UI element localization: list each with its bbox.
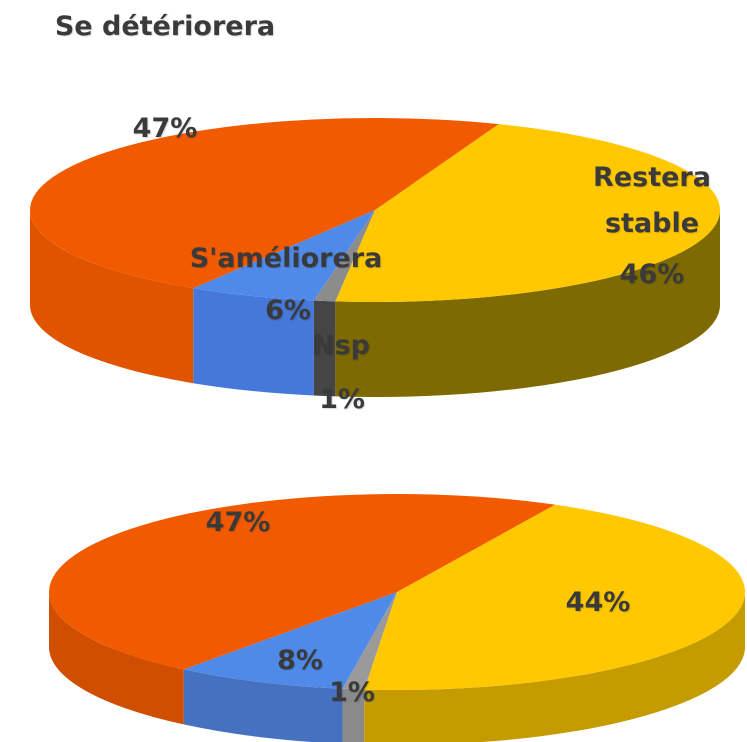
value-label: 44%	[565, 587, 631, 618]
slice-side	[49, 592, 184, 725]
value-label: 46%	[619, 259, 685, 290]
value-label: 1%	[319, 384, 365, 415]
value-label: 6%	[265, 295, 311, 326]
slice-side	[183, 669, 343, 742]
slice-side	[30, 210, 194, 384]
value-label: 8%	[277, 645, 323, 676]
slice-side	[364, 592, 745, 742]
slice	[193, 210, 375, 301]
slice-side	[313, 300, 336, 397]
slice	[183, 592, 397, 689]
value-label: 47%	[132, 113, 198, 144]
slice-label: Se détériorera	[54, 11, 276, 42]
slice-label: S'améliorera	[189, 243, 383, 274]
slice-side	[335, 210, 720, 397]
slice-side	[342, 688, 365, 742]
slice-side	[193, 288, 314, 396]
slice-label: Nsp	[312, 330, 370, 361]
value-label: 47%	[205, 507, 271, 538]
value-label: 1%	[329, 677, 375, 708]
slice	[49, 494, 555, 670]
slice	[335, 124, 720, 302]
slice	[364, 504, 745, 690]
slice	[313, 210, 375, 302]
slice	[30, 117, 499, 289]
slice	[342, 592, 397, 690]
slice-label: Restera stable	[593, 162, 711, 239]
